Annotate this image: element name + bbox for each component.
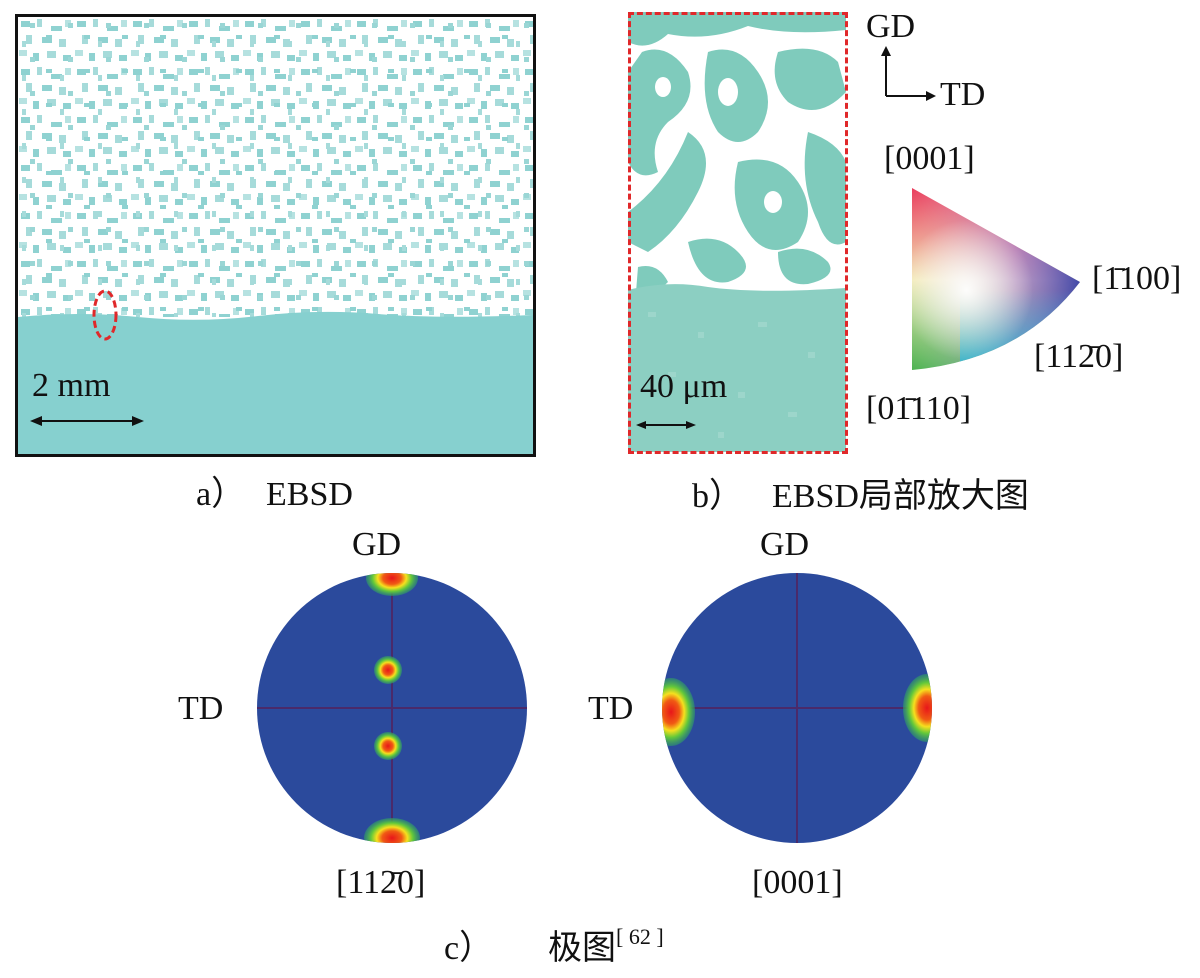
legend-td-label: TD	[940, 76, 986, 113]
scale-label-b: 40 μm	[640, 368, 728, 405]
ebsd-map-image	[18, 17, 533, 454]
citation: [ 62 ]	[616, 924, 664, 949]
pole-right-td: TD	[588, 690, 634, 727]
pole-right-direction: [0001]	[752, 864, 843, 901]
ebsd-zoom-panel: 40 μm	[628, 12, 846, 452]
caption-a-letter: a）	[196, 476, 246, 513]
caption-c-letter: c）	[444, 930, 494, 967]
ipf-label-0001: [0001]	[884, 140, 975, 177]
pole-figure-right	[662, 573, 932, 843]
region-marker	[92, 289, 118, 341]
ebsd-zoom-image	[628, 12, 846, 452]
pole-left-gd: GD	[352, 526, 402, 563]
pole-left-td: TD	[178, 690, 224, 727]
ebsd-map-panel: 2 mm	[15, 14, 536, 457]
legend-gd-label: GD	[866, 8, 916, 45]
ipf-color-key	[912, 188, 1080, 370]
caption-c-text: 极图	[548, 930, 616, 967]
axes-legend-arrows	[881, 46, 936, 101]
pole-right-gd: GD	[760, 526, 810, 563]
zoom-frame	[628, 12, 848, 454]
caption-b-letter: b）	[692, 478, 743, 515]
ipf-label-1-100: [1̄100]	[1092, 260, 1182, 297]
ipf-label-11-20: [112̄0]	[1034, 338, 1124, 375]
pole-left-direction: [112̄0]	[336, 864, 426, 901]
pole-figure-left	[257, 573, 527, 843]
scale-label-a: 2 mm	[32, 367, 111, 404]
caption-a-text: EBSD	[266, 476, 353, 513]
caption-b-text: EBSD局部放大图	[772, 478, 1029, 515]
ipf-label-0-110: [01̄110]	[866, 390, 972, 427]
